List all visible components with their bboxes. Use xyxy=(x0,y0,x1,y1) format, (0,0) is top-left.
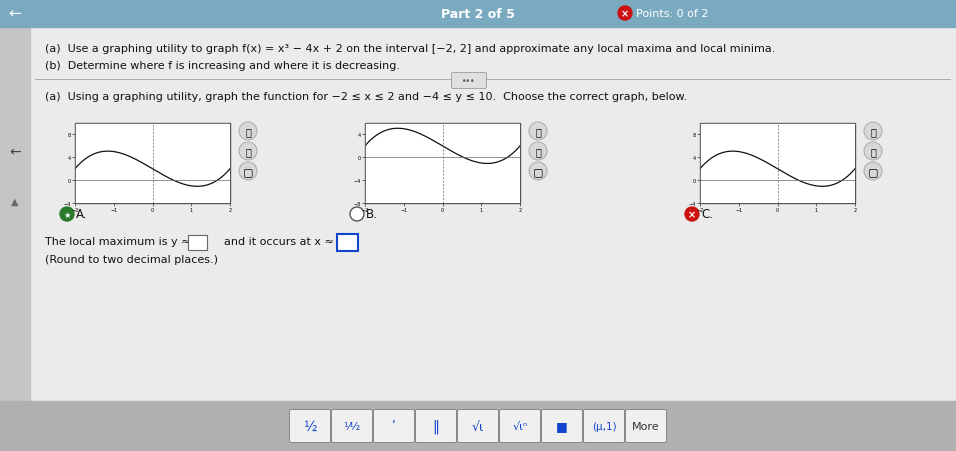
FancyBboxPatch shape xyxy=(451,74,487,89)
Bar xyxy=(75,124,230,203)
Circle shape xyxy=(864,163,882,180)
Text: C.: C. xyxy=(701,208,713,221)
Text: 🔍: 🔍 xyxy=(245,147,250,156)
Text: ▢: ▢ xyxy=(868,166,879,177)
Bar xyxy=(700,124,855,203)
FancyBboxPatch shape xyxy=(416,410,457,442)
FancyBboxPatch shape xyxy=(625,410,666,442)
Text: ‖: ‖ xyxy=(432,419,440,433)
Text: and it occurs at x ≈: and it occurs at x ≈ xyxy=(224,236,334,246)
Circle shape xyxy=(350,207,364,221)
Text: A.: A. xyxy=(76,208,88,221)
Text: √ι: √ι xyxy=(472,419,484,433)
Bar xyxy=(0,401,956,451)
FancyBboxPatch shape xyxy=(374,410,415,442)
Circle shape xyxy=(239,143,257,161)
Text: 🔍: 🔍 xyxy=(535,147,541,156)
FancyBboxPatch shape xyxy=(188,235,207,250)
Text: ←: ← xyxy=(9,6,21,22)
FancyBboxPatch shape xyxy=(499,410,540,442)
Bar xyxy=(0,0,956,28)
Circle shape xyxy=(685,207,699,221)
FancyBboxPatch shape xyxy=(290,410,331,442)
Text: ←: ← xyxy=(10,145,21,159)
Circle shape xyxy=(60,207,74,221)
Text: √ιⁿ: √ιⁿ xyxy=(512,421,528,431)
Text: More: More xyxy=(632,421,660,431)
Text: (a)  Using a graphing utility, graph the function for −2 ≤ x ≤ 2 and −4 ≤ y ≤ 10: (a) Using a graphing utility, graph the … xyxy=(45,92,687,102)
Text: 🔍: 🔍 xyxy=(535,127,541,137)
Circle shape xyxy=(618,7,632,21)
Text: ʹ: ʹ xyxy=(392,419,396,433)
FancyBboxPatch shape xyxy=(337,234,358,251)
Text: ■: ■ xyxy=(556,419,568,433)
FancyBboxPatch shape xyxy=(583,410,624,442)
Circle shape xyxy=(864,143,882,161)
Text: ½: ½ xyxy=(303,419,316,433)
Circle shape xyxy=(239,163,257,180)
Text: The local maximum is y ≈: The local maximum is y ≈ xyxy=(45,236,190,246)
Bar xyxy=(365,124,520,203)
Text: Part 2 of 5: Part 2 of 5 xyxy=(441,8,515,20)
Text: Points: 0 of 2: Points: 0 of 2 xyxy=(636,9,708,19)
Text: ×: × xyxy=(688,210,696,220)
Text: 🔍: 🔍 xyxy=(870,147,876,156)
Text: ★: ★ xyxy=(63,210,71,219)
Text: ▲: ▲ xyxy=(11,197,19,207)
Text: ▢: ▢ xyxy=(532,166,543,177)
Text: 🔍: 🔍 xyxy=(245,127,250,137)
Text: (Round to two decimal places.): (Round to two decimal places.) xyxy=(45,254,218,264)
Circle shape xyxy=(529,143,547,161)
Text: ×: × xyxy=(621,9,629,19)
FancyBboxPatch shape xyxy=(458,410,498,442)
Circle shape xyxy=(239,123,257,141)
Text: B.: B. xyxy=(366,208,378,221)
Circle shape xyxy=(864,123,882,141)
Text: 🔍: 🔍 xyxy=(870,127,876,137)
Circle shape xyxy=(529,163,547,180)
Text: (b)  Determine where f is increasing and where it is decreasing.: (b) Determine where f is increasing and … xyxy=(45,61,400,71)
Bar xyxy=(0,28,30,451)
FancyBboxPatch shape xyxy=(541,410,582,442)
FancyBboxPatch shape xyxy=(332,410,373,442)
Text: ⅟½: ⅟½ xyxy=(343,421,360,431)
Text: (a)  Use a graphing utility to graph f(x) = x³ − 4x + 2 on the interval [−2, 2] : (a) Use a graphing utility to graph f(x)… xyxy=(45,44,775,54)
Text: (μ,1): (μ,1) xyxy=(592,421,617,431)
Text: ▢: ▢ xyxy=(243,166,253,177)
Text: •••: ••• xyxy=(463,77,476,86)
Circle shape xyxy=(529,123,547,141)
